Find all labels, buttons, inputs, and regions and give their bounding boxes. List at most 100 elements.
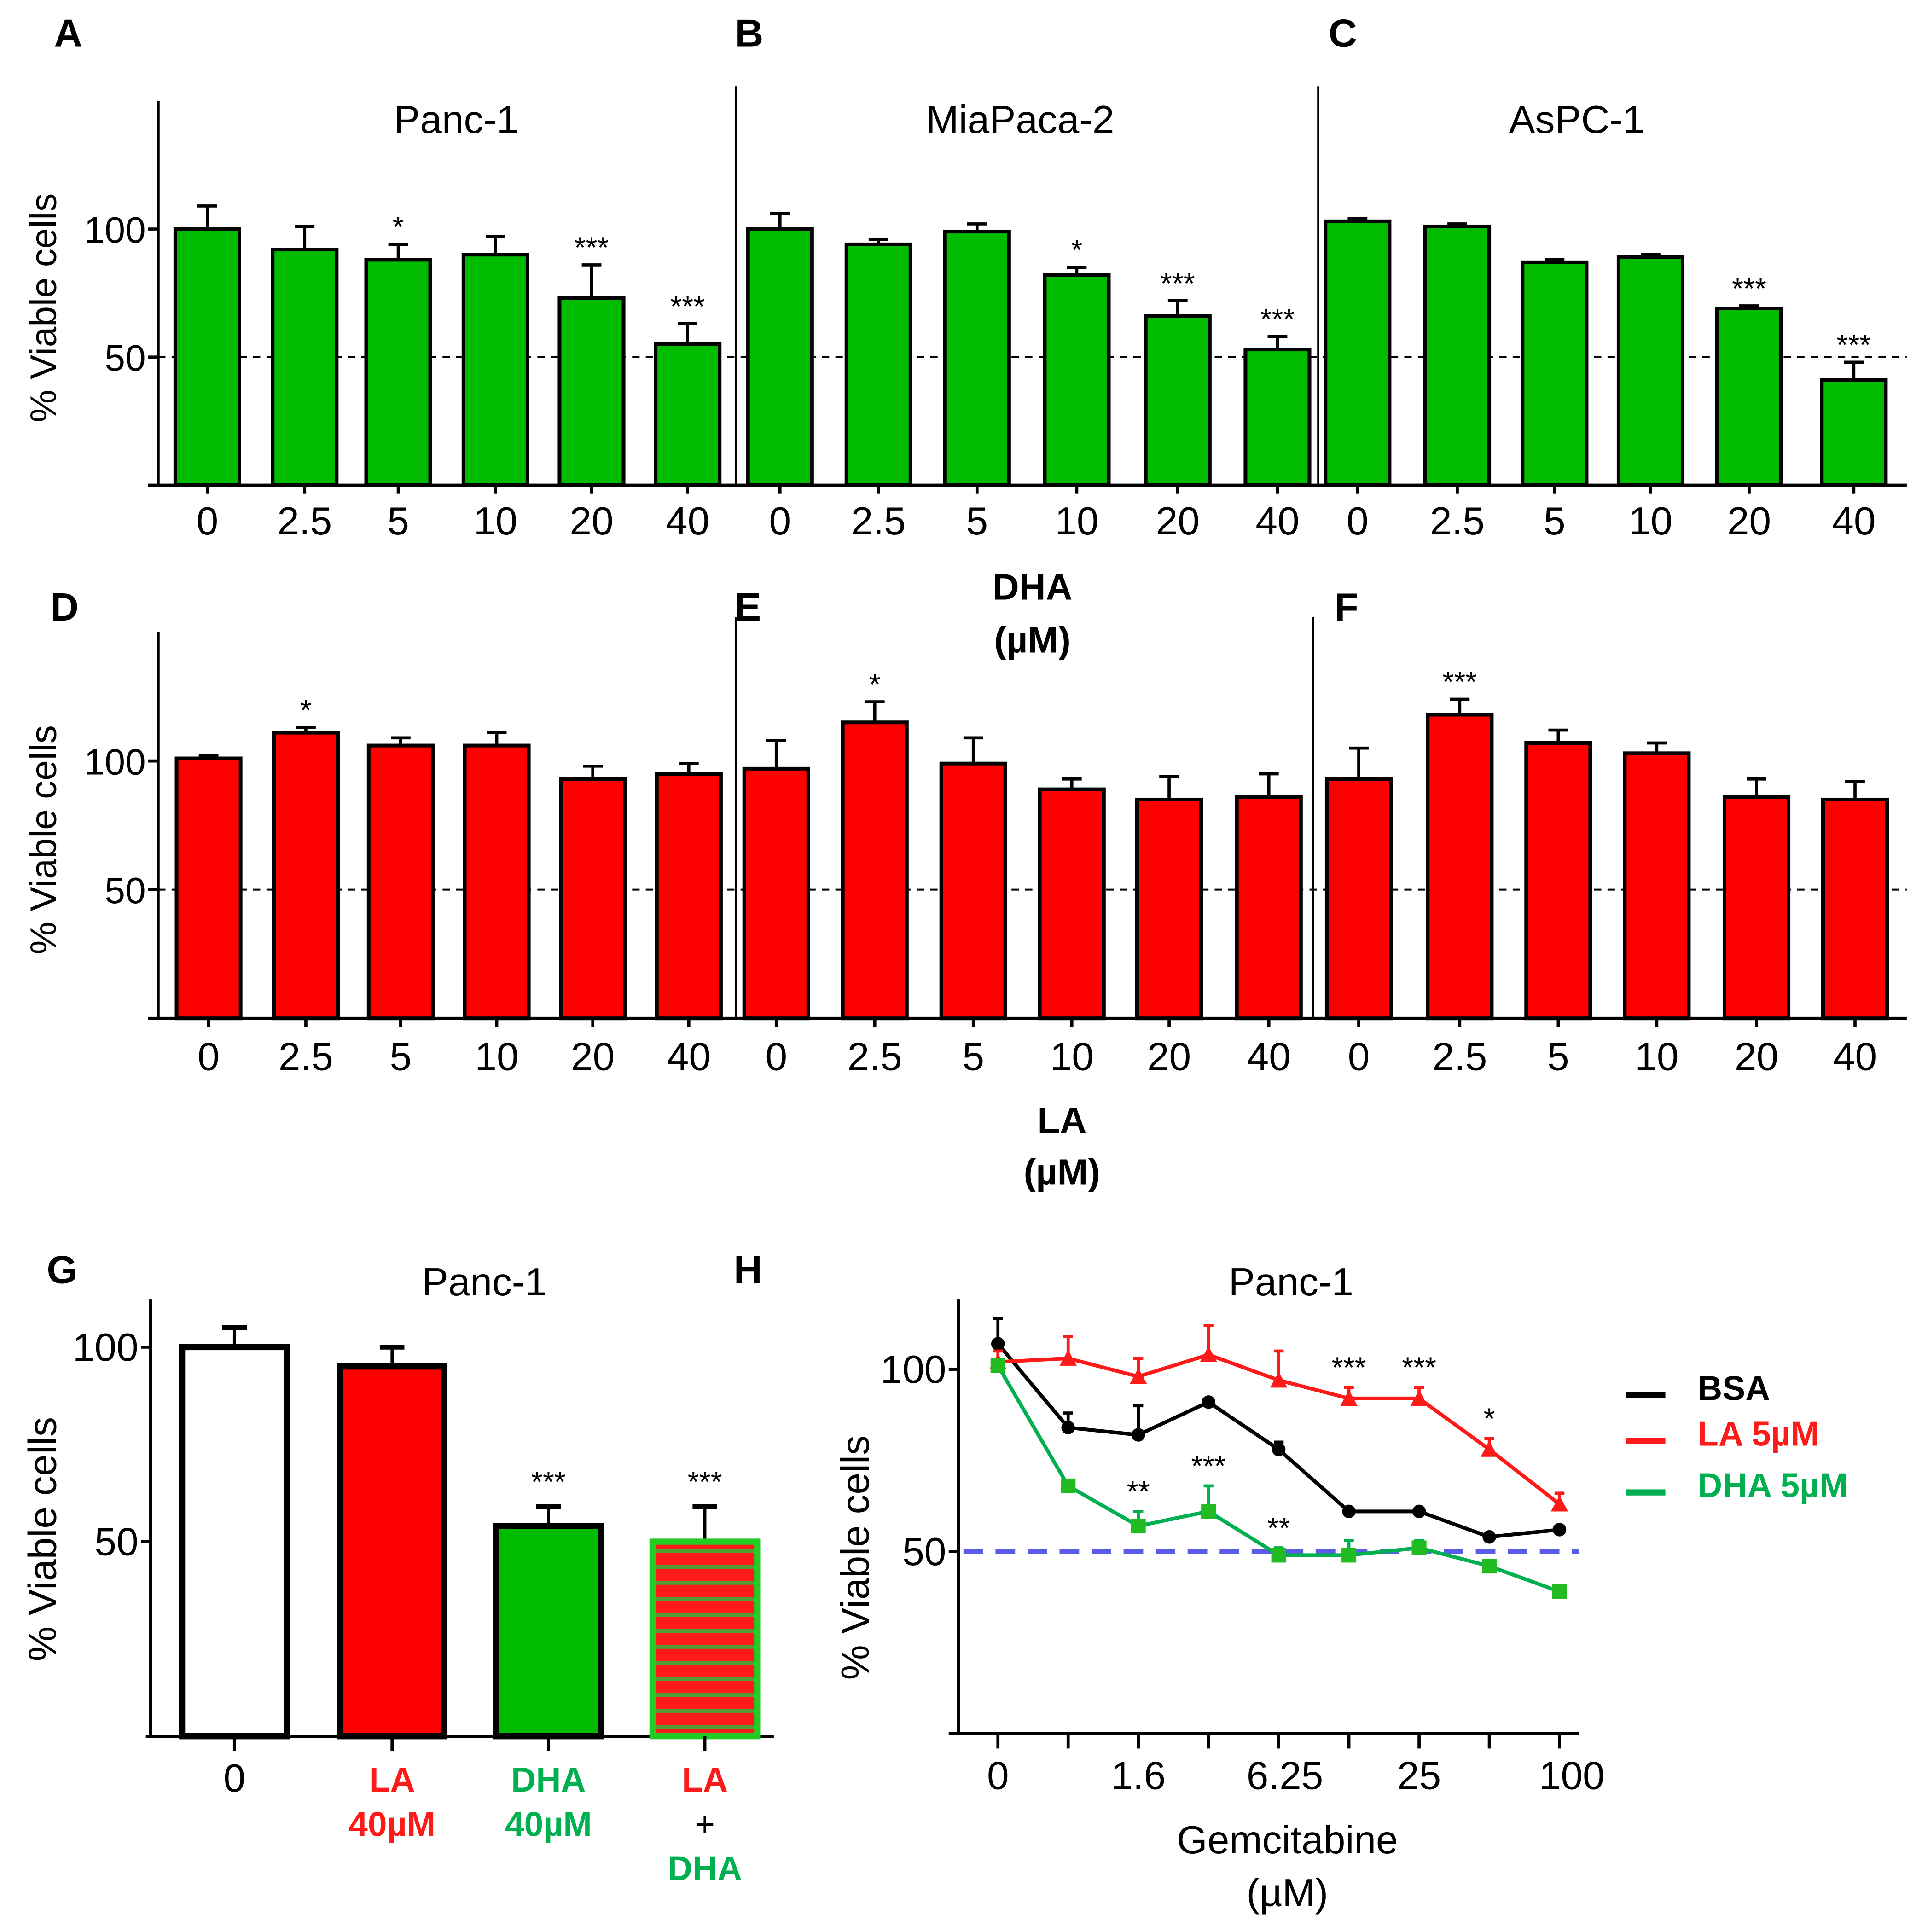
y-tick-label: 100 <box>84 209 146 251</box>
x-tick-label: 0 <box>987 1754 1009 1798</box>
x-tick-label: 40µM <box>348 1804 435 1843</box>
bar <box>1235 795 1303 1021</box>
data-point <box>1552 1523 1567 1537</box>
x-tick-label: 0 <box>1347 499 1369 543</box>
bar <box>1135 797 1203 1021</box>
panel-letter: G <box>46 1248 77 1292</box>
dha-group-label: DHA <box>993 567 1073 608</box>
x-tick-label: 40 <box>1255 499 1299 543</box>
bar <box>1038 787 1106 1021</box>
significance-marker: * <box>393 210 404 244</box>
significance-marker: *** <box>1161 267 1195 300</box>
significance-marker: *** <box>670 290 705 323</box>
y-tick-label: 50 <box>105 870 145 911</box>
x-tick-label: 20 <box>1735 1035 1778 1079</box>
x-tick-label: LA <box>682 1760 728 1799</box>
significance-marker: *** <box>1836 328 1871 361</box>
bar <box>1324 219 1392 487</box>
panel-letter: C <box>1329 12 1357 56</box>
dha-group-unit: (µM) <box>994 620 1071 661</box>
data-point <box>1059 1350 1077 1366</box>
y-tick-label: 100 <box>73 1326 139 1369</box>
significance-marker: *** <box>1732 272 1766 305</box>
significance-marker: * <box>869 667 881 701</box>
bar <box>1243 348 1312 487</box>
x-tick-label: 6.25 <box>1247 1754 1324 1798</box>
significance-marker: *** <box>1402 1351 1436 1384</box>
data-point <box>1411 1540 1427 1555</box>
bar <box>179 1344 290 1740</box>
y-tick-label: 100 <box>881 1348 946 1392</box>
bar <box>1324 777 1393 1021</box>
panel-letter: A <box>54 12 82 56</box>
x-tick-label: 2.5 <box>279 1035 333 1079</box>
x-tick-label: 40 <box>1833 1035 1877 1079</box>
x-tick-label: 5 <box>390 1035 412 1079</box>
x-tick-label: 2.5 <box>277 499 332 543</box>
data-point <box>1482 1559 1497 1574</box>
bar <box>939 761 1007 1021</box>
bar <box>557 296 626 487</box>
x-tick-label: 40 <box>1247 1035 1291 1079</box>
significance-marker: * <box>1071 233 1082 267</box>
significance-marker: *** <box>688 1465 722 1498</box>
y-tick-label: 50 <box>902 1530 946 1574</box>
x-tick-label: 20 <box>1147 1035 1191 1079</box>
bar <box>463 743 531 1021</box>
x-tick-label: 40 <box>1832 499 1876 543</box>
panel-letter: E <box>735 586 761 629</box>
data-point <box>1129 1368 1147 1384</box>
data-point <box>1550 1495 1568 1512</box>
bar <box>272 731 340 1021</box>
bar <box>1043 273 1111 487</box>
y-axis-label: % Viable cells <box>23 193 64 423</box>
panel-letter: H <box>734 1248 762 1292</box>
data-point <box>990 1358 1005 1373</box>
x-axis-label: Gemcitabine <box>1177 1818 1398 1862</box>
panel-title: Panc-1 <box>422 1260 547 1304</box>
y-tick-label: 50 <box>94 1520 138 1564</box>
data-point <box>1270 1371 1288 1388</box>
bar <box>173 227 241 487</box>
panel-letter: D <box>50 586 79 629</box>
bar <box>649 1538 761 1740</box>
x-tick-label: 1.6 <box>1111 1754 1166 1798</box>
x-tick-label: 10 <box>1050 1035 1094 1079</box>
x-tick-label: 5 <box>1544 499 1566 543</box>
x-tick-label: DHA <box>511 1760 586 1799</box>
x-tick-label: 0 <box>765 1035 787 1079</box>
x-tick-label: 0 <box>223 1757 245 1800</box>
x-tick-label: 5 <box>966 499 988 543</box>
x-tick-label: 20 <box>571 1035 615 1079</box>
bar <box>1821 797 1889 1021</box>
x-tick-label: 20 <box>1156 499 1200 543</box>
data-point <box>1410 1390 1428 1406</box>
x-tick-label: 20 <box>1727 499 1771 543</box>
data-point <box>1481 1441 1498 1457</box>
panel-title: AsPC-1 <box>1509 98 1645 142</box>
la-group-unit: (µM) <box>1024 1151 1101 1193</box>
x-tick-label: 2.5 <box>1430 499 1485 543</box>
bar <box>1521 260 1589 487</box>
significance-marker: *** <box>1442 665 1477 698</box>
significance-marker: *** <box>1191 1450 1226 1483</box>
bar <box>174 756 243 1021</box>
data-point <box>1200 1346 1217 1362</box>
x-tick-label: LA <box>369 1760 415 1799</box>
legend-label: LA 5µM <box>1697 1414 1819 1453</box>
bar <box>841 720 909 1021</box>
bar <box>271 248 339 487</box>
significance-marker: *** <box>575 231 609 264</box>
data-point <box>1061 1478 1076 1493</box>
bar <box>366 743 435 1021</box>
x-tick-label: 2.5 <box>1432 1035 1487 1079</box>
y-axis-label: % Viable cells <box>23 725 64 954</box>
bar <box>493 1523 604 1740</box>
x-tick-label: 40 <box>667 1035 711 1079</box>
bar <box>746 227 814 487</box>
x-tick-label: 5 <box>387 499 409 543</box>
x-tick-label: 5 <box>962 1035 984 1079</box>
panel-title: Panc-1 <box>394 98 518 142</box>
bar <box>1820 378 1888 487</box>
